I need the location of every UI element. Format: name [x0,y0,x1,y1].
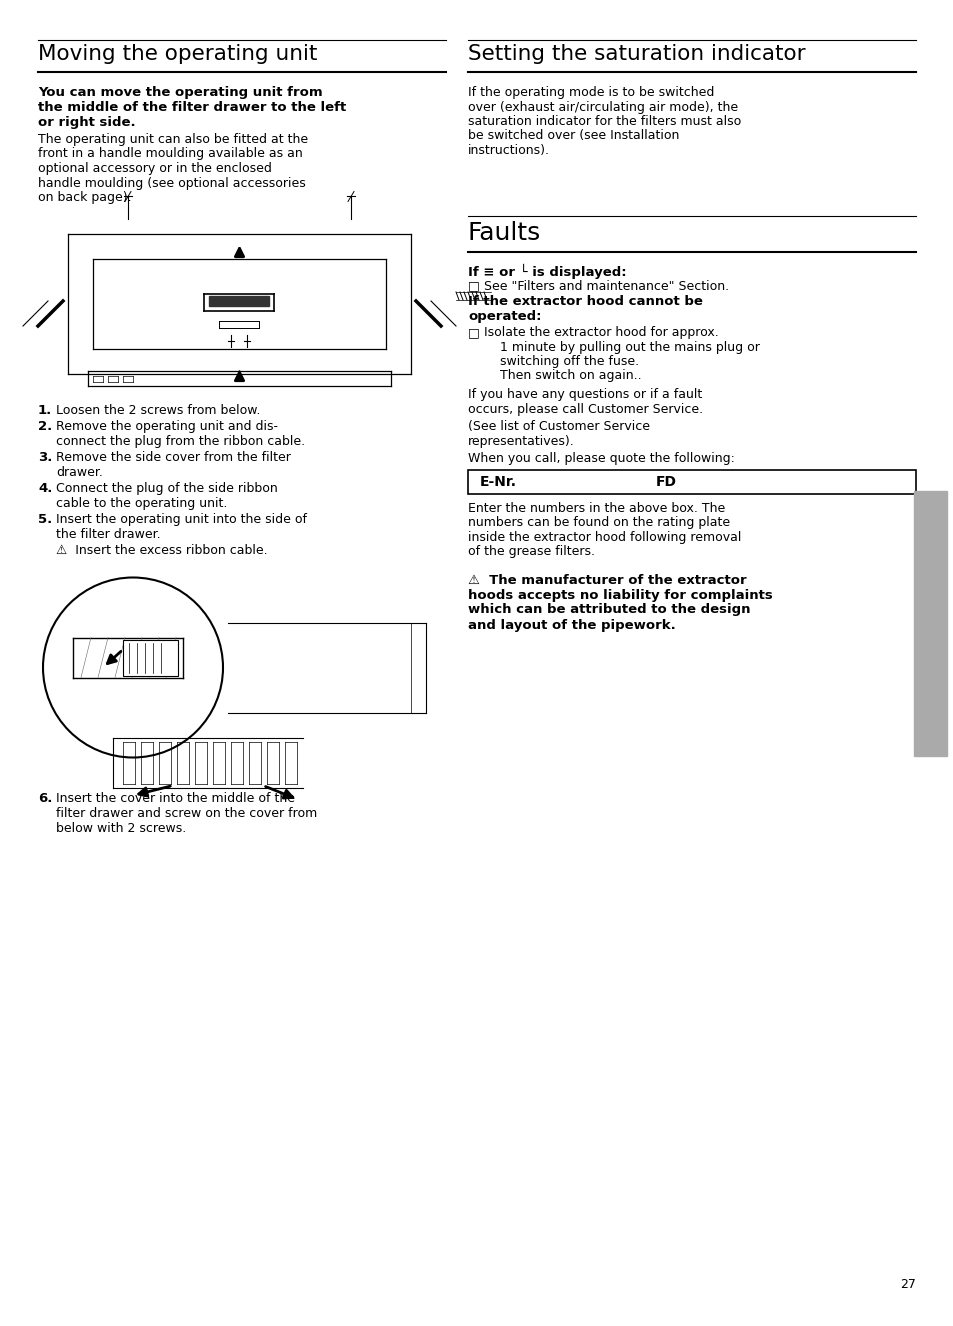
Text: and layout of the pipework.: and layout of the pipework. [468,618,675,631]
Text: ⚠  The manufacturer of the extractor: ⚠ The manufacturer of the extractor [468,574,746,586]
Text: filter drawer and screw on the cover from: filter drawer and screw on the cover fro… [56,808,317,819]
Bar [123,639,178,675]
Text: operated:: operated: [468,310,541,324]
Text: You can move the operating unit from: You can move the operating unit from [38,86,322,99]
Text: □: □ [468,326,479,339]
Text: 6.: 6. [38,793,52,805]
Text: the filter drawer.: the filter drawer. [56,528,160,541]
Text: Insert the cover into the middle of the: Insert the cover into the middle of the [56,793,294,805]
Text: 2.: 2. [38,420,52,434]
Text: Moving the operating unit: Moving the operating unit [38,44,317,64]
Text: handle moulding (see optional accessories: handle moulding (see optional accessorie… [38,176,305,190]
Bar [468,469,915,493]
Text: If ≡ or └ is displayed:: If ≡ or └ is displayed: [468,264,626,278]
Text: When you call, please quote the following:: When you call, please quote the followin… [468,452,734,465]
Text: inside the extractor hood following removal: inside the extractor hood following remo… [468,530,740,544]
Text: over (exhaust air/circulating air mode), the: over (exhaust air/circulating air mode),… [468,101,738,114]
Text: Setting the saturation indicator: Setting the saturation indicator [468,44,804,64]
Text: The operating unit can also be fitted at the: The operating unit can also be fitted at… [38,133,308,146]
Text: or right side.: or right side. [38,115,135,129]
Text: 27: 27 [900,1278,915,1292]
Text: front in a handle moulding available as an: front in a handle moulding available as … [38,147,302,160]
Text: occurs, please call Customer Service.: occurs, please call Customer Service. [468,403,702,415]
Text: Isolate the extractor hood for approx.: Isolate the extractor hood for approx. [483,326,718,339]
Text: below with 2 screws.: below with 2 screws. [56,822,186,834]
Text: drawer.: drawer. [56,465,103,479]
Text: If you have any questions or if a fault: If you have any questions or if a fault [468,389,701,400]
Text: instructions).: instructions). [468,145,550,156]
Text: the middle of the filter drawer to the left: the middle of the filter drawer to the l… [38,101,346,114]
Text: connect the plug from the ribbon cable.: connect the plug from the ribbon cable. [56,435,305,447]
Text: If the extractor hood cannot be: If the extractor hood cannot be [468,294,702,308]
Text: switching off the fuse.: switching off the fuse. [483,355,639,369]
Text: be switched over (see Installation: be switched over (see Installation [468,130,679,142]
Text: cable to the operating unit.: cable to the operating unit. [56,496,227,509]
Text: If the operating mode is to be switched: If the operating mode is to be switched [468,86,714,99]
Text: 5.: 5. [38,513,52,526]
Text: ⚠  Insert the excess ribbon cable.: ⚠ Insert the excess ribbon cable. [56,544,268,557]
Text: representatives).: representatives). [468,435,574,447]
Text: Enter the numbers in the above box. The: Enter the numbers in the above box. The [468,501,724,514]
Text: See "Filters and maintenance" Section.: See "Filters and maintenance" Section. [483,280,728,293]
Text: Faults: Faults [468,221,540,245]
Text: which can be attributed to the design: which can be attributed to the design [468,603,750,617]
Text: Loosen the 2 screws from below.: Loosen the 2 screws from below. [56,403,260,416]
Bar [913,491,946,756]
Text: Remove the operating unit and dis-: Remove the operating unit and dis- [56,420,277,434]
Text: (See list of Customer Service: (See list of Customer Service [468,420,649,434]
Text: saturation indicator for the filters must also: saturation indicator for the filters mus… [468,115,740,129]
Text: E-Nr.: E-Nr. [479,475,517,488]
Text: 1.: 1. [38,403,52,416]
Text: 3.: 3. [38,451,52,464]
Text: Remove the side cover from the filter: Remove the side cover from the filter [56,451,291,464]
Text: 1 minute by pulling out the mains plug or: 1 minute by pulling out the mains plug o… [483,341,760,354]
Text: □: □ [468,280,479,293]
Text: hoods accepts no liability for complaints: hoods accepts no liability for complaint… [468,589,772,602]
Text: FD: FD [656,475,677,488]
Text: Insert the operating unit into the side of: Insert the operating unit into the side … [56,513,307,526]
Text: Then switch on again..: Then switch on again.. [483,370,641,382]
Text: on back page).: on back page). [38,191,132,204]
Text: 4.: 4. [38,481,52,495]
Text: Connect the plug of the side ribbon: Connect the plug of the side ribbon [56,481,277,495]
Bar [210,296,269,306]
Text: optional accessory or in the enclosed: optional accessory or in the enclosed [38,162,272,175]
Text: of the grease filters.: of the grease filters. [468,545,595,558]
Text: numbers can be found on the rating plate: numbers can be found on the rating plate [468,516,729,529]
